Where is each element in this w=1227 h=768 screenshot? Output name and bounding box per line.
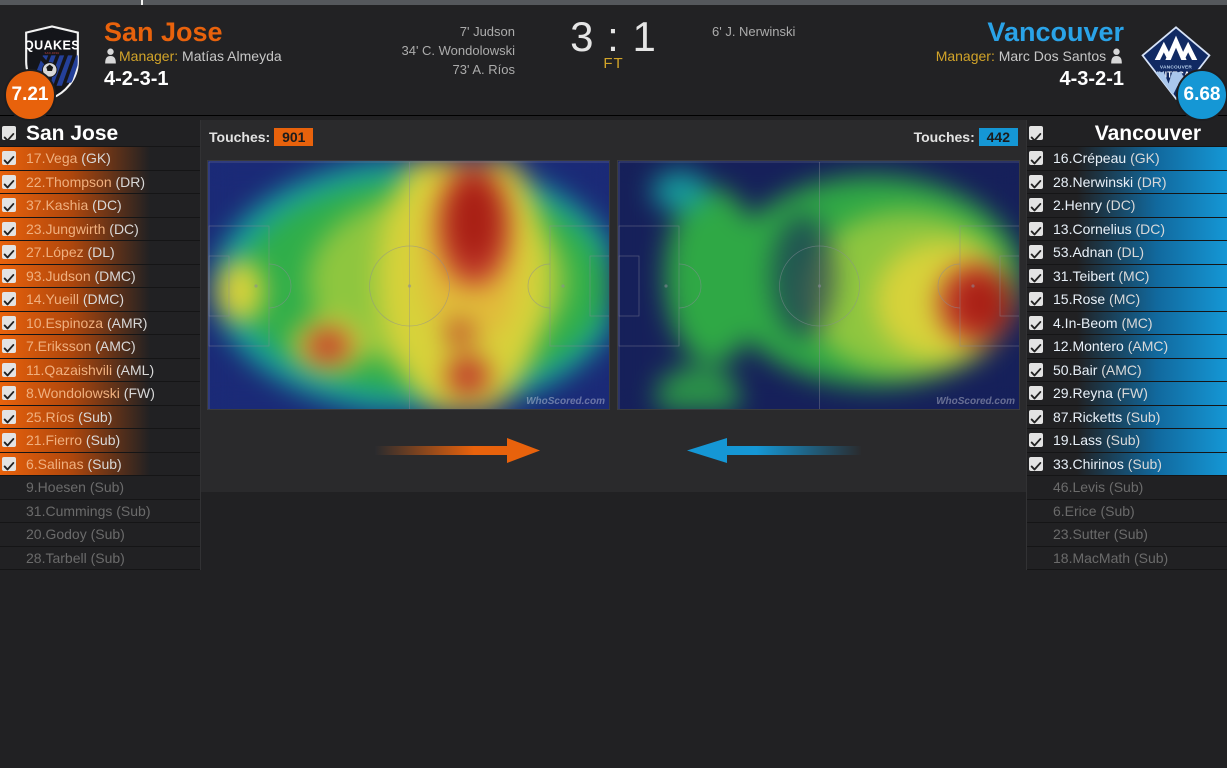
svg-text:QUAKES: QUAKES (24, 38, 80, 52)
svg-text:SAN JOSE: SAN JOSE (45, 51, 60, 55)
svg-text:VANCOUVER: VANCOUVER (1160, 64, 1192, 70)
